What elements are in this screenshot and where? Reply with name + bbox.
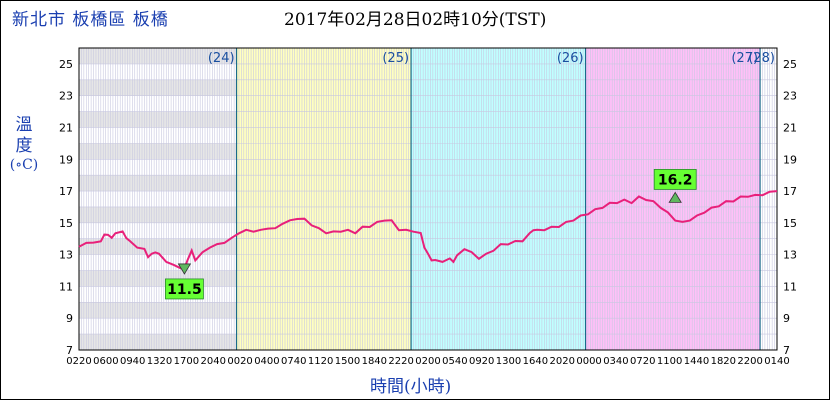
ytick-label-left: 9 xyxy=(66,312,73,325)
day-label: (28) xyxy=(748,51,775,66)
day-band-0 xyxy=(79,48,237,350)
xtick-label: 0340 xyxy=(603,356,628,367)
ytick-label-right: 23 xyxy=(783,90,797,103)
xtick-label: 1700 xyxy=(174,356,199,367)
x-axis-label: 時間(小時) xyxy=(370,377,452,397)
ytick-label-right: 25 xyxy=(783,58,797,71)
day-band-4 xyxy=(760,48,777,350)
day-label: (27) xyxy=(731,51,758,66)
max-label-box xyxy=(653,169,697,190)
stripe xyxy=(79,143,237,160)
ytick-label-right: 7 xyxy=(783,344,790,357)
xtick-label: 0400 xyxy=(254,356,279,367)
stripe xyxy=(79,111,237,128)
stripe xyxy=(79,175,237,192)
max-label: 16.2 xyxy=(658,172,693,188)
ylabel-unit: (∘C) xyxy=(9,157,39,173)
min-marker-icon xyxy=(177,263,192,275)
xtick-label: 1840 xyxy=(362,356,387,367)
ytick-label-right: 21 xyxy=(783,121,797,134)
stripe xyxy=(79,270,237,287)
ylabel-char-1: 溫 xyxy=(15,115,33,135)
xtick-label: 0600 xyxy=(93,356,118,367)
xtick-label: 0720 xyxy=(630,356,655,367)
xtick-label: 2040 xyxy=(201,356,226,367)
xtick-label: 1300 xyxy=(496,356,521,367)
ytick-label-left: 21 xyxy=(59,121,73,134)
stripe xyxy=(79,206,237,223)
ytick-label-left: 7 xyxy=(66,344,73,357)
xtick-label: 1440 xyxy=(684,356,709,367)
xtick-label: 1120 xyxy=(308,356,333,367)
plot-border xyxy=(78,47,778,351)
xtick-label: 0140 xyxy=(764,356,789,367)
ytick-label-right: 19 xyxy=(783,153,797,166)
stripe xyxy=(79,48,237,64)
ytick-label-left: 13 xyxy=(59,249,73,262)
min-label-box xyxy=(165,278,204,300)
ytick-label-right: 17 xyxy=(783,185,797,198)
ytick-label-right: 9 xyxy=(783,312,790,325)
xtick-label: 1500 xyxy=(335,356,360,367)
xtick-label: 0000 xyxy=(576,356,601,367)
xtick-label: 0200 xyxy=(415,356,440,367)
ytick-label-right: 15 xyxy=(783,217,797,230)
ytick-label-right: 13 xyxy=(783,249,797,262)
xtick-label: 2020 xyxy=(550,356,575,367)
ytick-label-left: 15 xyxy=(59,217,73,230)
xtick-label: 0540 xyxy=(442,356,467,367)
ytick-label-left: 23 xyxy=(59,90,73,103)
ytick-label-left: 17 xyxy=(59,185,73,198)
stripe xyxy=(79,302,237,319)
ytick-label-right: 11 xyxy=(783,280,797,293)
location-title: 新北市 板橋區 板橋 xyxy=(12,10,169,30)
ytick-label-left: 19 xyxy=(59,153,73,166)
temperature-line xyxy=(78,190,778,270)
xtick-label: 1320 xyxy=(147,356,172,367)
stripe xyxy=(79,79,237,96)
day-label: (25) xyxy=(382,51,409,66)
xtick-label: 0920 xyxy=(469,356,494,367)
ytick-label-left: 25 xyxy=(59,58,73,71)
xtick-label: 2220 xyxy=(388,356,413,367)
xtick-label: 2200 xyxy=(737,356,762,367)
xtick-label: 0940 xyxy=(120,356,145,367)
stripe xyxy=(79,334,237,350)
ylabel-char-2: 度 xyxy=(15,136,33,156)
xtick-label: 1640 xyxy=(523,356,548,367)
ytick-label-left: 11 xyxy=(59,280,73,293)
xtick-label: 0020 xyxy=(227,356,252,367)
timestamp: 2017年02月28日02時10分(TST) xyxy=(284,10,547,30)
xtick-label: 0220 xyxy=(66,356,91,367)
xtick-label: 0740 xyxy=(281,356,306,367)
xtick-label: 1820 xyxy=(711,356,736,367)
max-marker-icon xyxy=(668,191,682,203)
xtick-label: 1100 xyxy=(657,356,682,367)
stripe xyxy=(79,238,237,255)
day-label: (24) xyxy=(208,51,235,66)
day-label: (26) xyxy=(557,51,584,66)
min-label: 11.5 xyxy=(167,282,202,298)
